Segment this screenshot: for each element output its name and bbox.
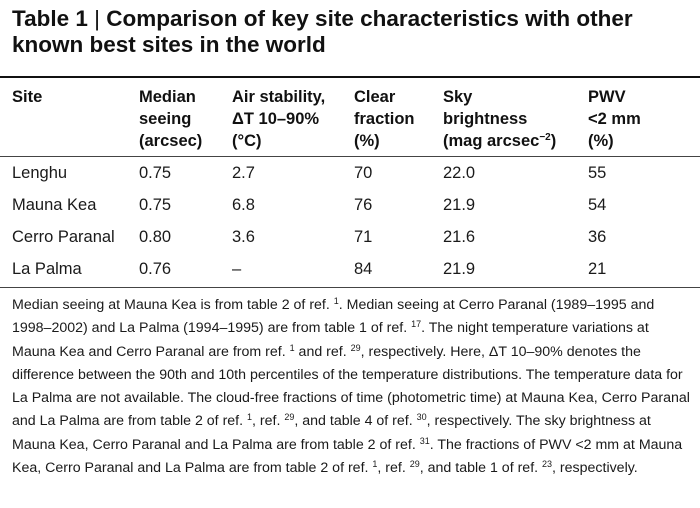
table-row: Mauna Kea 0.75 6.8 76 21.9 54 (0, 189, 700, 221)
ref-superscript: 1 (333, 296, 339, 306)
ref-superscript: 1 (247, 412, 253, 423)
table-row: La Palma 0.76 – 84 21.9 21 (0, 253, 700, 285)
cell-stability: 6.8 (232, 196, 255, 214)
cell-stability: – (232, 260, 242, 278)
table-row: Cerro Paranal 0.80 3.6 71 21.6 36 (0, 221, 700, 253)
cell-sky: 22.0 (443, 164, 476, 182)
cell-stability: 3.6 (232, 228, 255, 246)
table-label: Table 1 (12, 6, 88, 31)
ref-superscript: 23 (542, 459, 553, 470)
header-site: Site (12, 88, 43, 106)
cell-clear: 76 (354, 196, 373, 214)
cell-site: Cerro Paranal (12, 228, 115, 246)
ref-superscript: 29 (409, 459, 420, 470)
ref-superscript: 1 (289, 342, 295, 353)
cell-clear: 71 (354, 228, 373, 246)
cell-seeing: 0.75 (139, 164, 172, 182)
title-line-2: known best sites in the world (12, 32, 326, 57)
cell-seeing: 0.75 (139, 196, 172, 214)
ref-superscript: 1 (372, 459, 378, 470)
table-title: Table 1 | Comparison of key site charact… (12, 6, 692, 58)
table-footnote: Median seeing at Mauna Kea is from table… (12, 296, 690, 477)
header-clear-fraction: Clear fraction (%) (354, 88, 415, 150)
cell-sky: 21.9 (443, 260, 476, 278)
header-air-stability: Air stability, ΔT 10–90% (°C) (232, 88, 326, 150)
cell-pwv: 55 (588, 164, 607, 182)
header-median-seeing: Median seeing (arcsec) (139, 88, 203, 150)
cell-site: La Palma (12, 260, 82, 278)
cell-stability: 2.7 (232, 164, 255, 182)
cell-sky: 21.6 (443, 228, 476, 246)
ref-superscript: 30 (416, 412, 427, 423)
ref-superscript: 29 (350, 342, 361, 353)
cell-pwv: 54 (588, 196, 607, 214)
cell-seeing: 0.80 (139, 228, 172, 246)
ref-superscript: 17 (411, 319, 422, 330)
cell-sky: 21.9 (443, 196, 476, 214)
cell-clear: 70 (354, 164, 373, 182)
cell-clear: 84 (354, 260, 373, 278)
cell-pwv: 21 (588, 260, 607, 278)
header-sky-brightness: Sky brightness (mag arcsec−2) (443, 88, 557, 150)
cell-seeing: 0.76 (139, 260, 172, 278)
title-line-1: Comparison of key site characteristics w… (106, 6, 633, 31)
top-rule (0, 76, 700, 78)
table-row: Lenghu 0.75 2.7 70 22.0 55 (0, 157, 700, 189)
header-pwv: PWV <2 mm (%) (588, 88, 641, 150)
ref-superscript: 29 (284, 412, 295, 423)
cell-site: Mauna Kea (12, 196, 97, 214)
title-separator: | (94, 6, 100, 31)
footer-rule (0, 287, 700, 288)
header-rule (0, 156, 700, 157)
cell-site: Lenghu (12, 164, 68, 182)
cell-pwv: 36 (588, 228, 607, 246)
ref-superscript: 31 (419, 435, 430, 446)
